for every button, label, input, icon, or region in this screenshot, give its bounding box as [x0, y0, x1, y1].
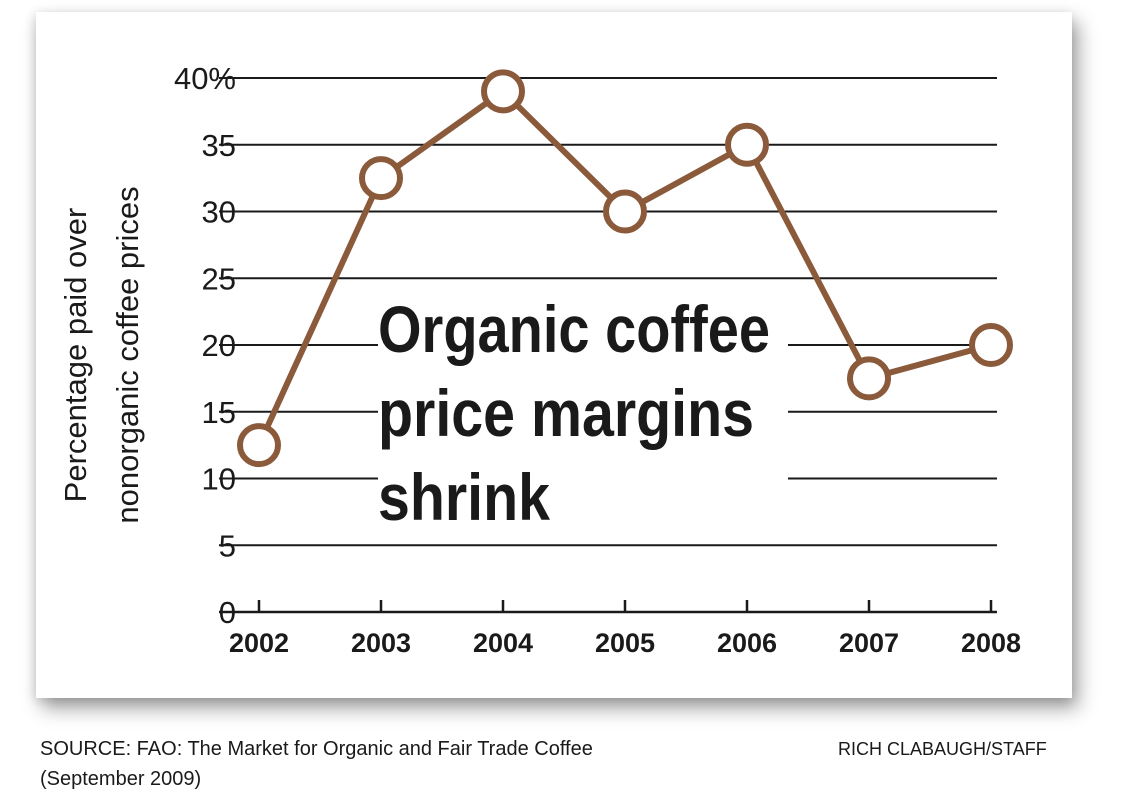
data-point-marker — [481, 69, 525, 114]
y-tick-label: 35 — [202, 128, 236, 163]
y-tick-label: 15 — [202, 395, 236, 430]
data-point-marker — [969, 323, 1013, 367]
data-point-marker — [359, 156, 403, 201]
chart-title-line: price margins — [378, 376, 754, 450]
x-tick-label: 2004 — [473, 628, 533, 658]
x-tick-label: 2002 — [229, 628, 289, 658]
y-tick-label: 5 — [219, 528, 236, 563]
y-tick-label: 20 — [202, 328, 236, 363]
source-note: SOURCE: FAO: The Market for Organic and … — [40, 738, 593, 790]
line-chart: 0 5 10 15 20 25 30 35 40% 2002 2003 2004 2005 2006 200… — [58, 61, 1021, 658]
credit-line: RICH CLABAUGH/STAFF — [838, 739, 1047, 759]
x-tick-label: 2008 — [961, 628, 1021, 658]
data-point-marker — [237, 423, 281, 468]
x-tick-label: 2003 — [351, 628, 411, 658]
y-tick-label: 40% — [174, 61, 236, 96]
data-point-marker — [847, 356, 891, 401]
y-tick-label: 25 — [202, 261, 236, 296]
x-tick-label: 2006 — [717, 628, 777, 658]
data-point-marker — [725, 122, 769, 167]
chart-title-line: Organic coffee — [378, 292, 770, 366]
chart-card: 0 5 10 15 20 25 30 35 40% 2002 2003 2004 2005 2006 200… — [36, 12, 1072, 698]
y-tick-label: 0 — [219, 595, 236, 630]
data-point-marker — [603, 189, 647, 234]
y-axis-title-line: Percentage paid over — [58, 208, 93, 503]
y-axis-title-line: nonorganic coffee prices — [110, 186, 145, 523]
y-tick-label: 10 — [202, 462, 236, 497]
x-tick-label: 2007 — [839, 628, 899, 658]
chart-title-line: shrink — [378, 460, 550, 534]
y-tick-label: 30 — [202, 195, 236, 230]
x-tick-label: 2005 — [595, 628, 655, 658]
